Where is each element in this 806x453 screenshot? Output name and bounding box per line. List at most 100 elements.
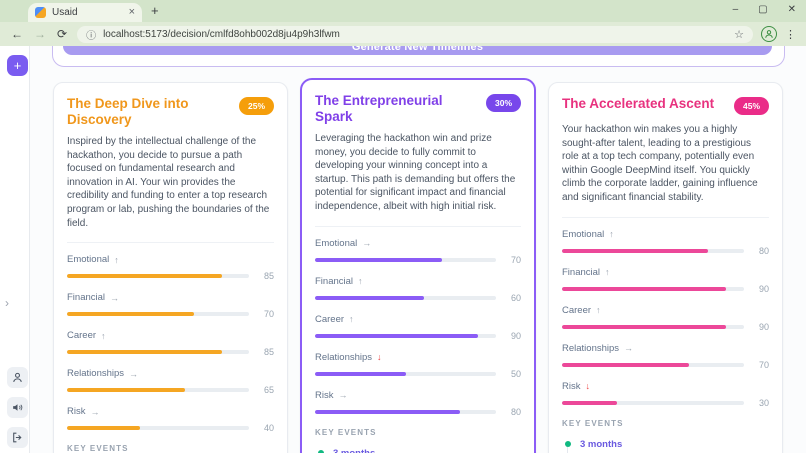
metric-label: Emotional bbox=[315, 237, 358, 249]
logout-button[interactable] bbox=[7, 427, 28, 448]
window-maximize-button[interactable]: ▢ bbox=[758, 4, 768, 15]
trend-flat-icon: → bbox=[129, 368, 139, 379]
site-info-icon[interactable]: ⓘ bbox=[86, 30, 97, 42]
metric-bar-track bbox=[562, 400, 744, 405]
browser-menu-icon[interactable]: ⋮ bbox=[785, 28, 796, 41]
metric-bar-track bbox=[67, 312, 249, 317]
card-description: Inspired by the intellectual challenge o… bbox=[67, 136, 270, 229]
key-events-heading: KEY EVENTS bbox=[315, 427, 377, 437]
metric-value: 70 bbox=[758, 359, 769, 370]
bookmark-star-icon[interactable]: ☆ bbox=[734, 28, 744, 41]
trend-up-icon: ↑ bbox=[358, 276, 363, 287]
metric-label: Financial bbox=[67, 292, 106, 304]
metric-bar-fill bbox=[315, 295, 424, 300]
metric-value: 40 bbox=[263, 423, 274, 434]
key-events-heading: KEY EVENTS bbox=[562, 418, 624, 428]
metric-bar-fill bbox=[562, 248, 708, 253]
metric-career: Career ↑ 90 bbox=[315, 314, 521, 341]
metric-value: 90 bbox=[758, 283, 769, 294]
metric-career: Career ↑ 90 bbox=[562, 305, 769, 332]
metric-label: Relationships bbox=[315, 351, 373, 363]
metric-bar-track bbox=[562, 362, 744, 367]
metric-risk: Risk → 80 bbox=[315, 390, 521, 417]
metric-bar-fill bbox=[562, 400, 617, 405]
metric-bar-fill bbox=[315, 371, 406, 376]
metric-bar-fill bbox=[67, 274, 222, 279]
metric-bar-track bbox=[67, 350, 249, 355]
trend-up-icon: ↑ bbox=[605, 267, 610, 278]
metric-bar-track bbox=[67, 274, 249, 279]
person-icon bbox=[13, 372, 22, 382]
path-card-ascent[interactable]: The Accelerated Ascent 45% Your hackatho… bbox=[548, 82, 783, 453]
timeline: 3 months Receive multiple lucrative job … bbox=[565, 439, 769, 453]
new-decision-button[interactable]: + bbox=[7, 55, 28, 76]
metric-value: 65 bbox=[263, 385, 274, 396]
trend-flat-icon: → bbox=[90, 406, 100, 417]
metric-bar-fill bbox=[315, 257, 442, 262]
trend-flat-icon: → bbox=[110, 292, 120, 303]
new-tab-button[interactable]: + bbox=[151, 3, 159, 18]
metric-label: Financial bbox=[315, 275, 354, 287]
divider bbox=[67, 242, 274, 244]
trend-down-icon: ↓ bbox=[377, 352, 382, 363]
timeline-event: 3 months Receive multiple lucrative job … bbox=[565, 439, 769, 453]
trend-up-icon: ↑ bbox=[609, 229, 614, 240]
metric-risk: Risk → 40 bbox=[67, 406, 274, 433]
metric-label: Emotional bbox=[67, 254, 110, 266]
tab-close-icon[interactable]: × bbox=[128, 6, 135, 18]
event-time: 3 months bbox=[580, 438, 623, 450]
profile-button[interactable] bbox=[7, 367, 28, 388]
metric-emotional: Emotional → 70 bbox=[315, 238, 521, 265]
metric-bar-track bbox=[315, 409, 496, 414]
tab-favicon-icon bbox=[35, 7, 46, 18]
trend-up-icon: ↑ bbox=[596, 305, 601, 316]
metric-bar-track bbox=[315, 295, 496, 300]
trend-down-icon: ↓ bbox=[585, 381, 590, 392]
timeline: 3 months Secure initial angel investment… bbox=[318, 448, 521, 453]
metric-bar-fill bbox=[315, 333, 478, 338]
metric-relationships: Relationships → 65 bbox=[67, 368, 274, 395]
path-card-startup[interactable]: The Entrepreneurial Spark 30% Leveraging… bbox=[300, 78, 536, 453]
trend-up-icon: ↑ bbox=[101, 330, 106, 341]
metric-relationships: Relationships ↓ 50 bbox=[315, 352, 521, 379]
timeline-event: 3 months Secure initial angel investment… bbox=[318, 448, 521, 453]
back-button[interactable]: ← bbox=[11, 27, 23, 41]
event-time: 3 months bbox=[333, 448, 521, 453]
sidebar-expand-chevron-icon[interactable]: › bbox=[5, 296, 9, 310]
metric-financial: Financial ↑ 90 bbox=[562, 267, 769, 294]
metric-label: Career bbox=[67, 330, 97, 342]
metric-label: Risk bbox=[315, 389, 334, 401]
metric-value: 50 bbox=[510, 368, 521, 379]
metric-bar-fill bbox=[315, 409, 460, 414]
forward-button[interactable]: → bbox=[34, 27, 46, 41]
metric-value: 85 bbox=[263, 347, 274, 358]
window-minimize-button[interactable]: – bbox=[732, 4, 739, 15]
metric-bar-track bbox=[315, 371, 496, 376]
divider bbox=[315, 225, 521, 227]
probability-badge: 25% bbox=[238, 97, 274, 115]
metric-label: Career bbox=[315, 313, 345, 325]
window-close-button[interactable]: ✕ bbox=[787, 4, 796, 15]
metric-relationships: Relationships → 70 bbox=[562, 343, 769, 370]
profile-avatar[interactable] bbox=[761, 26, 777, 42]
metric-bar-fill bbox=[562, 362, 690, 367]
reload-button[interactable]: ⟳ bbox=[57, 27, 68, 41]
path-card-discovery[interactable]: The Deep Dive into Discovery 25% Inspire… bbox=[53, 82, 288, 453]
metric-financial: Financial → 70 bbox=[67, 292, 274, 319]
url-text[interactable]: localhost:5173/decision/cmlfd8ohb002d8ju… bbox=[103, 28, 340, 40]
trend-flat-icon: → bbox=[338, 390, 348, 401]
trend-up-icon: ↑ bbox=[114, 254, 119, 265]
address-bar[interactable]: ⓘ localhost:5173/decision/cmlfd8ohb002d8… bbox=[77, 25, 753, 43]
trend-up-icon: ↑ bbox=[349, 314, 354, 325]
divider bbox=[562, 216, 769, 218]
metric-label: Relationships bbox=[562, 342, 620, 354]
logout-icon bbox=[13, 432, 22, 443]
event-dot-icon bbox=[565, 440, 571, 447]
key-events-heading: KEY EVENTS bbox=[67, 444, 129, 453]
card-description: Leveraging the hackathon win and prize m… bbox=[315, 133, 516, 212]
trend-flat-icon: → bbox=[362, 238, 372, 249]
sound-button[interactable] bbox=[7, 397, 28, 418]
metric-label: Career bbox=[562, 304, 592, 316]
metric-value: 30 bbox=[758, 397, 769, 408]
browser-tab[interactable]: Usaid × bbox=[28, 3, 142, 22]
